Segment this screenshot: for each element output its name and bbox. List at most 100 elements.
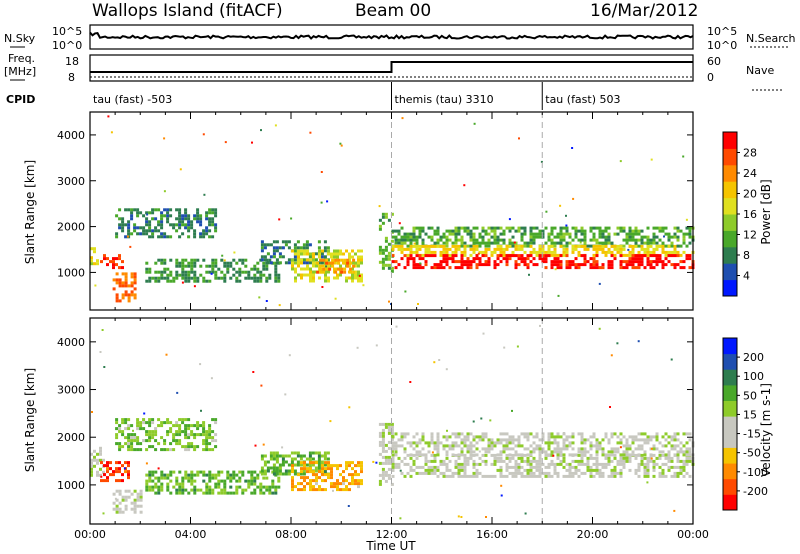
heatmap-cell bbox=[208, 430, 212, 434]
heatmap-cell bbox=[673, 438, 677, 442]
heatmap-cell bbox=[263, 460, 267, 464]
colorbar-swatch bbox=[723, 197, 737, 215]
heatmap-cell bbox=[193, 491, 197, 495]
heatmap-cell bbox=[670, 263, 674, 267]
heatmap-cell bbox=[589, 447, 593, 451]
heatmap-cell bbox=[535, 474, 539, 478]
heatmap-cell bbox=[529, 453, 533, 457]
heatmap-cell bbox=[333, 485, 336, 489]
heatmap-cell bbox=[589, 257, 593, 261]
heatmap-cell bbox=[451, 474, 455, 478]
heatmap-cell bbox=[433, 465, 437, 469]
heatmap-cell bbox=[550, 450, 554, 454]
heatmap-cell bbox=[220, 270, 224, 274]
heatmap-cell bbox=[670, 241, 674, 245]
heatmap-cell bbox=[475, 254, 479, 258]
heatmap-cell bbox=[673, 444, 677, 448]
heatmap-cell bbox=[418, 232, 422, 236]
heatmap-cell bbox=[673, 266, 677, 270]
heatmap-cell bbox=[133, 498, 137, 502]
heatmap-cell bbox=[568, 462, 572, 466]
heatmap-cell bbox=[610, 471, 614, 475]
heatmap-cell bbox=[202, 448, 206, 452]
heatmap-cell bbox=[99, 446, 102, 450]
heatmap-cell bbox=[184, 264, 188, 268]
heatmap-cell bbox=[625, 266, 629, 270]
heatmap-cell bbox=[300, 476, 303, 480]
heatmap-cell bbox=[262, 443, 265, 446]
heatmap-cell bbox=[208, 264, 212, 268]
heatmap-cell bbox=[688, 459, 692, 463]
nsky-tick-low: 10^0 bbox=[52, 39, 82, 52]
heatmap-cell bbox=[127, 445, 131, 449]
nsky-trace bbox=[89, 31, 694, 40]
heatmap-cell bbox=[145, 229, 149, 233]
heatmap-cell bbox=[457, 260, 461, 264]
heatmap-cell bbox=[502, 474, 506, 478]
heatmap-cell bbox=[586, 468, 590, 472]
heatmap-cell bbox=[503, 346, 506, 349]
heatmap-cell bbox=[127, 464, 130, 468]
heatmap-cell bbox=[568, 263, 572, 267]
heatmap-cell bbox=[124, 272, 128, 276]
heatmap-cell bbox=[442, 471, 446, 475]
heatmap-cell bbox=[296, 246, 300, 250]
heatmap-cell bbox=[217, 470, 221, 474]
heatmap-cell bbox=[275, 454, 279, 458]
heatmap-cell bbox=[321, 464, 324, 468]
heatmap-cell bbox=[127, 293, 131, 297]
heatmap-cell bbox=[229, 276, 233, 280]
heatmap-cell bbox=[622, 435, 626, 439]
heatmap-cell bbox=[235, 479, 239, 483]
heatmap-cell bbox=[348, 488, 351, 492]
heatmap-cell bbox=[266, 252, 270, 256]
heatmap-cell bbox=[556, 260, 560, 264]
heatmap-cell bbox=[463, 462, 467, 466]
heatmap-cell bbox=[360, 464, 363, 468]
heatmap-cell bbox=[412, 257, 416, 261]
heatmap-cell bbox=[202, 442, 206, 446]
heatmap-cell bbox=[412, 244, 416, 248]
heatmap-cell bbox=[208, 427, 212, 431]
heatmap-cell bbox=[315, 482, 318, 486]
heatmap-cell bbox=[565, 232, 569, 236]
heatmap-cell bbox=[601, 438, 605, 442]
heatmap-cell bbox=[99, 351, 102, 353]
heatmap-cell bbox=[652, 235, 656, 239]
heatmap-cell bbox=[306, 264, 309, 268]
heatmap-cell bbox=[484, 244, 488, 248]
heatmap-cell bbox=[244, 276, 248, 280]
heatmap-cell bbox=[127, 433, 131, 437]
colorbar-tick-label: 100 bbox=[743, 370, 764, 383]
heatmap-cell bbox=[499, 432, 503, 436]
heatmap-cell bbox=[136, 498, 140, 502]
heatmap-cell bbox=[457, 232, 461, 236]
heatmap-cell bbox=[305, 463, 309, 467]
heatmap-cell bbox=[133, 507, 137, 511]
heatmap-cell bbox=[118, 226, 122, 230]
heatmap-cell bbox=[397, 244, 401, 248]
heatmap-cell bbox=[508, 453, 512, 457]
heatmap-cell bbox=[583, 263, 587, 267]
heatmap-cell bbox=[403, 238, 407, 242]
heatmap-cell bbox=[226, 476, 230, 480]
heatmap-cell bbox=[433, 444, 437, 448]
heatmap-cell bbox=[637, 257, 641, 261]
heatmap-cell bbox=[523, 453, 527, 457]
heatmap-cell bbox=[682, 266, 686, 270]
heatmap-cell bbox=[202, 235, 206, 239]
freq-panel bbox=[89, 54, 694, 82]
heatmap-cell bbox=[457, 247, 461, 251]
heatmap-cell bbox=[115, 418, 119, 422]
heatmap-cell bbox=[409, 468, 413, 472]
heatmap-cell bbox=[178, 418, 182, 422]
heatmap-cell bbox=[658, 441, 662, 445]
heatmap-cell bbox=[348, 258, 351, 262]
heatmap-cell bbox=[325, 258, 329, 262]
heatmap-cell bbox=[391, 247, 395, 251]
heatmap-cell bbox=[493, 459, 497, 463]
heatmap-cell bbox=[604, 456, 608, 460]
heatmap-cell bbox=[214, 264, 218, 268]
heatmap-cell bbox=[688, 447, 692, 451]
heatmap-cell bbox=[178, 226, 182, 230]
